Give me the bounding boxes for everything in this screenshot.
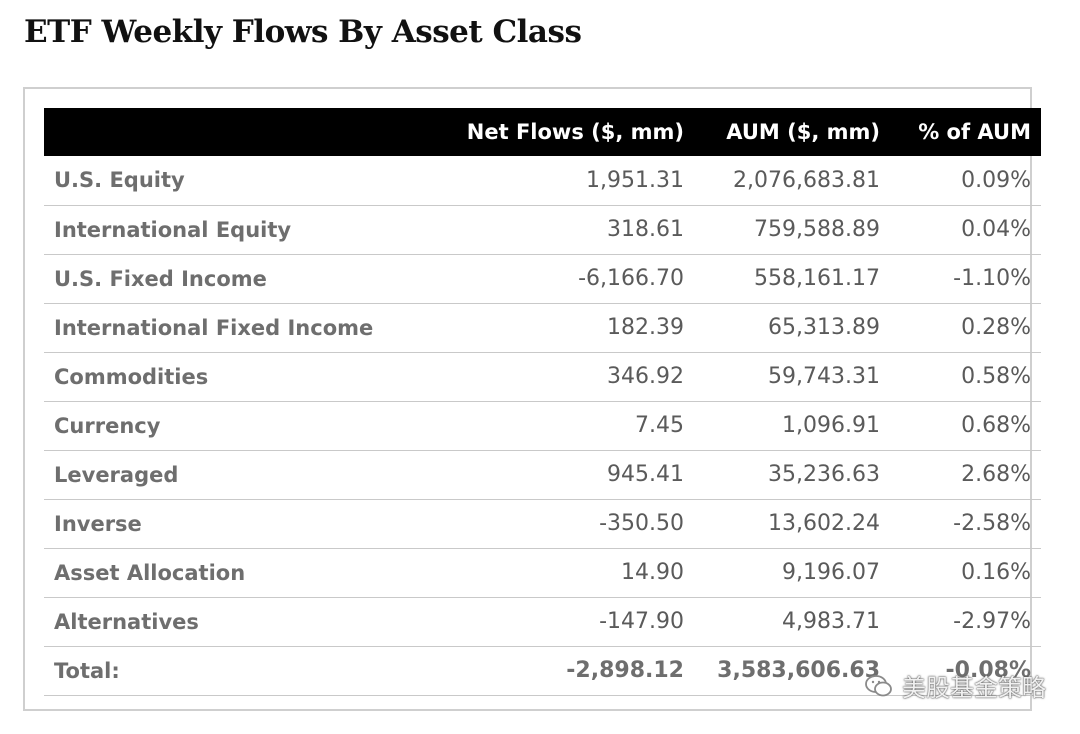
cell-aum: 1,096.91 bbox=[694, 401, 890, 451]
header-pct-aum: % of AUM bbox=[918, 120, 1031, 144]
table-row: Commodities 346.92 59,743.31 0.58% bbox=[44, 352, 1041, 402]
cell-aum: 4,983.71 bbox=[694, 597, 890, 647]
cell-aum: 759,588.89 bbox=[694, 205, 890, 255]
page-title: ETF Weekly Flows By Asset Class bbox=[24, 14, 582, 50]
table-row: U.S. Fixed Income -6,166.70 558,161.17 -1.1… bbox=[44, 254, 1041, 304]
cell-aum: 59,743.31 bbox=[694, 352, 890, 402]
cell-asset-class: Total: bbox=[44, 646, 414, 696]
cell-asset-class: U.S. Equity bbox=[44, 156, 414, 206]
table-row: Asset Allocation 14.90 9,196.07 0.16% bbox=[44, 548, 1041, 598]
table-frame: Net Flows ($, mm) AUM ($, mm) % of AUM U… bbox=[23, 87, 1041, 711]
cell-net-flows: 7.45 bbox=[414, 401, 694, 451]
table-body: U.S. Equity 1,951.31 2,076,683.81 0.09% Inte… bbox=[44, 156, 1041, 696]
cell-asset-class: International Equity bbox=[44, 205, 414, 255]
cell-pct-aum: 0.68% bbox=[890, 401, 1041, 451]
table-header-row: Net Flows ($, mm) AUM ($, mm) % of AUM bbox=[44, 108, 1041, 156]
cell-pct-aum: 2.68% bbox=[890, 450, 1041, 500]
cell-pct-aum: -0.08% bbox=[890, 646, 1041, 696]
cell-net-flows: -350.50 bbox=[414, 499, 694, 549]
cell-asset-class: Alternatives bbox=[44, 597, 414, 647]
header-asset-class bbox=[44, 108, 414, 156]
cell-asset-class: Commodities bbox=[44, 352, 414, 402]
total-row: Total: -2,898.12 3,583,606.63 -0.08% bbox=[44, 646, 1041, 696]
cell-asset-class: Currency bbox=[44, 401, 414, 451]
table-row: Leveraged 945.41 35,236.63 2.68% bbox=[44, 450, 1041, 500]
cell-pct-aum: 0.09% bbox=[890, 156, 1041, 206]
cell-aum: 13,602.24 bbox=[694, 499, 890, 549]
header-net-flows: Net Flows ($, mm) bbox=[466, 120, 684, 144]
cell-net-flows: 318.61 bbox=[414, 205, 694, 255]
cell-net-flows: 14.90 bbox=[414, 548, 694, 598]
table-row: Alternatives -147.90 4,983.71 -2.97% bbox=[44, 597, 1041, 647]
etf-flows-table: Net Flows ($, mm) AUM ($, mm) % of AUM U… bbox=[44, 108, 1041, 696]
cell-aum: 558,161.17 bbox=[694, 254, 890, 304]
cell-pct-aum: -2.58% bbox=[890, 499, 1041, 549]
cell-net-flows: 346.92 bbox=[414, 352, 694, 402]
cell-aum: 65,313.89 bbox=[694, 303, 890, 353]
cell-asset-class: U.S. Fixed Income bbox=[44, 254, 414, 304]
cell-asset-class: Asset Allocation bbox=[44, 548, 414, 598]
cell-aum: 35,236.63 bbox=[694, 450, 890, 500]
cell-pct-aum: -2.97% bbox=[890, 597, 1041, 647]
cell-pct-aum: 0.16% bbox=[890, 548, 1041, 598]
cell-net-flows: 1,951.31 bbox=[414, 156, 694, 206]
cell-pct-aum: 0.28% bbox=[890, 303, 1041, 353]
cell-aum: 3,583,606.63 bbox=[694, 646, 890, 696]
cell-aum: 9,196.07 bbox=[694, 548, 890, 598]
cell-net-flows: -147.90 bbox=[414, 597, 694, 647]
table-row: Currency 7.45 1,096.91 0.68% bbox=[44, 401, 1041, 451]
cell-net-flows: -6,166.70 bbox=[414, 254, 694, 304]
cell-pct-aum: 0.04% bbox=[890, 205, 1041, 255]
cell-net-flows: 945.41 bbox=[414, 450, 694, 500]
cell-pct-aum: 0.58% bbox=[890, 352, 1041, 402]
table-row: U.S. Equity 1,951.31 2,076,683.81 0.09% bbox=[44, 156, 1041, 206]
cell-asset-class: Leveraged bbox=[44, 450, 414, 500]
cell-asset-class: International Fixed Income bbox=[44, 303, 414, 353]
cell-net-flows: 182.39 bbox=[414, 303, 694, 353]
cell-asset-class: Inverse bbox=[44, 499, 414, 549]
cell-net-flows: -2,898.12 bbox=[414, 646, 694, 696]
cell-pct-aum: -1.10% bbox=[890, 254, 1041, 304]
cell-aum: 2,076,683.81 bbox=[694, 156, 890, 206]
table-row: International Fixed Income 182.39 65,313.8… bbox=[44, 303, 1041, 353]
header-aum: AUM ($, mm) bbox=[726, 120, 880, 144]
table-row: International Equity 318.61 759,588.89 0.04… bbox=[44, 205, 1041, 255]
table-row: Inverse -350.50 13,602.24 -2.58% bbox=[44, 499, 1041, 549]
